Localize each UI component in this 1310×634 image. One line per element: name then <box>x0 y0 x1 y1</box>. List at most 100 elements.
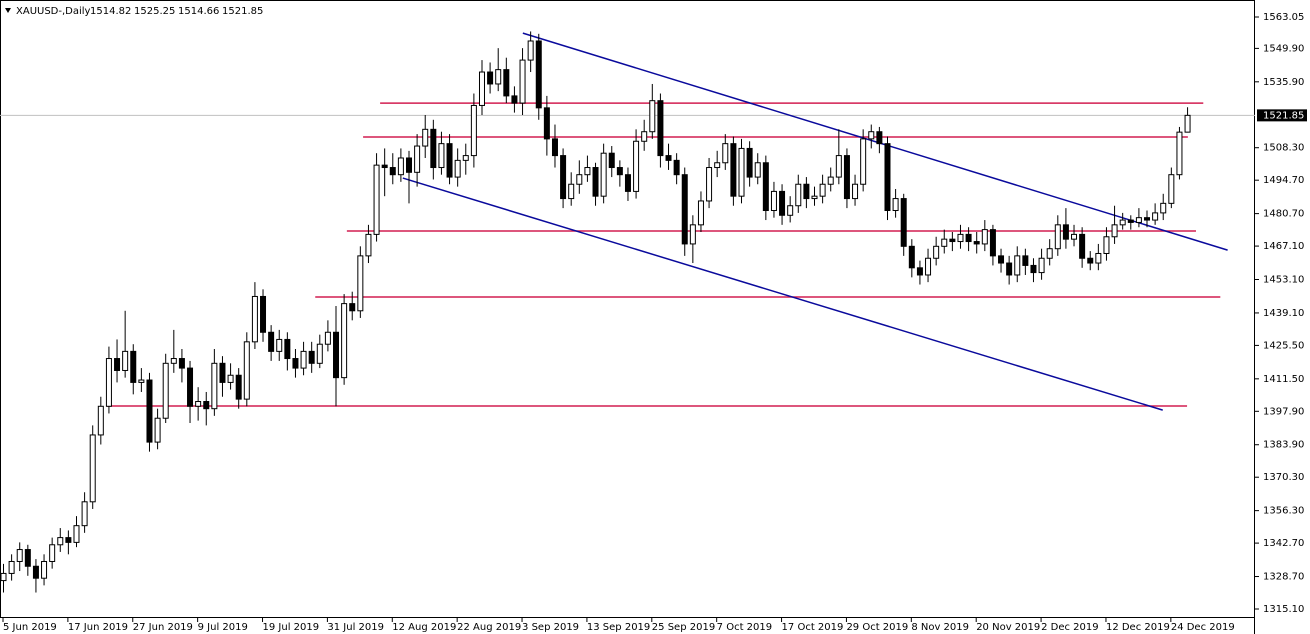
candle-body <box>1184 114 1191 133</box>
chart-title: XAUUSD-,Daily <box>16 6 91 17</box>
candle-body <box>1095 252 1102 264</box>
x-tick-label: 25 Sep 2019 <box>652 622 715 633</box>
candle-body <box>1006 262 1013 276</box>
candle-body <box>714 162 721 169</box>
candle-body <box>608 152 615 169</box>
candle-body <box>641 131 648 142</box>
candle-body <box>105 358 112 407</box>
candle-body <box>324 331 331 345</box>
candle-body <box>470 104 477 157</box>
candle-body <box>292 358 299 369</box>
x-tick-label: 12 Dec 2019 <box>1106 622 1170 633</box>
candle-body <box>868 131 875 140</box>
candle-body <box>803 183 810 200</box>
candle-body <box>268 331 275 352</box>
candle-body <box>1046 248 1053 259</box>
candle-body <box>276 338 283 352</box>
candle-body <box>722 143 729 164</box>
y-tick-label: 1494.70 <box>1263 175 1304 186</box>
candle-body <box>16 549 23 562</box>
candle-body <box>219 362 226 383</box>
candle-body <box>600 152 607 197</box>
candle-body <box>1103 236 1110 254</box>
candle-body <box>738 147 745 197</box>
candle-body <box>892 198 899 212</box>
candle-body <box>633 140 640 192</box>
y-tick-label: 1508.30 <box>1263 143 1304 154</box>
candle-body <box>203 401 210 410</box>
candle-body <box>1079 233 1086 259</box>
y-tick-label: 1453.10 <box>1263 275 1304 286</box>
menu-arrow <box>5 8 11 13</box>
candle-body <box>576 174 583 185</box>
y-tick-label: 1356.30 <box>1263 506 1304 517</box>
candle-body <box>730 143 737 197</box>
candle-body <box>397 157 404 176</box>
y-tick-label: 1342.70 <box>1263 538 1304 549</box>
candle-body <box>1176 131 1183 176</box>
candle-body <box>616 167 623 176</box>
y-tick-label: 1439.10 <box>1263 308 1304 319</box>
x-tick-label: 7 Oct 2019 <box>717 622 772 633</box>
x-tick-label: 20 Nov 2019 <box>976 622 1040 633</box>
candle-body <box>681 174 688 245</box>
candle-body <box>1087 257 1094 264</box>
header-open: 1514.82 <box>90 6 131 17</box>
candle-body <box>235 374 242 400</box>
candle-body <box>73 525 80 543</box>
y-tick-label: 1370.30 <box>1263 472 1304 483</box>
candle-body <box>162 362 169 419</box>
candle-body <box>138 379 145 383</box>
candle-body <box>989 229 996 257</box>
x-tick-label: 8 Nov 2019 <box>911 622 969 633</box>
candle-body <box>495 69 502 85</box>
candle-body <box>519 59 526 104</box>
candle-body <box>584 167 591 176</box>
candle-body <box>1144 217 1151 221</box>
candle-body <box>835 155 842 178</box>
y-tick-label: 1549.90 <box>1263 43 1304 54</box>
x-tick-label: 17 Oct 2019 <box>782 622 844 633</box>
candle-body <box>462 155 469 161</box>
candle-body <box>998 255 1005 264</box>
candle-body <box>1168 174 1175 204</box>
x-tick-label: 27 Jun 2019 <box>133 622 193 633</box>
x-tick-label: 24 Dec 2019 <box>1171 622 1235 633</box>
candle-body <box>1014 255 1021 276</box>
y-tick-label: 1383.90 <box>1263 440 1304 451</box>
candle-body <box>949 238 956 243</box>
candle-body <box>876 131 883 145</box>
candle-body <box>454 159 461 178</box>
candle-body <box>900 198 907 247</box>
candle-body <box>211 362 218 410</box>
candle-body <box>754 162 761 178</box>
candle-body <box>146 379 153 443</box>
candle-body <box>438 143 445 169</box>
current-price-box <box>1257 109 1307 122</box>
candle-body <box>527 40 534 61</box>
candle-body <box>260 295 267 333</box>
candle-body <box>511 95 518 104</box>
candle-body <box>819 183 826 197</box>
candle-body <box>373 164 380 235</box>
x-tick-label: 17 Jun 2019 <box>68 622 128 633</box>
candle-body <box>916 267 923 276</box>
candle-body <box>860 138 867 185</box>
candle-body <box>227 374 234 383</box>
trend-line <box>402 177 1163 411</box>
candle-body <box>535 40 542 109</box>
y-tick-label: 1425.50 <box>1263 340 1304 351</box>
candle-body <box>811 195 818 200</box>
header-close: 1521.85 <box>222 6 263 17</box>
candle-body <box>57 537 64 546</box>
candle-body <box>503 69 510 97</box>
candle-body <box>349 303 356 312</box>
candle-body <box>341 303 348 379</box>
candle-body <box>543 107 550 140</box>
x-tick-label: 2 Dec 2019 <box>1041 622 1099 633</box>
candle-body <box>422 128 429 147</box>
candle-body <box>122 350 129 371</box>
candle-body <box>657 100 664 157</box>
candle-body <box>787 205 794 216</box>
